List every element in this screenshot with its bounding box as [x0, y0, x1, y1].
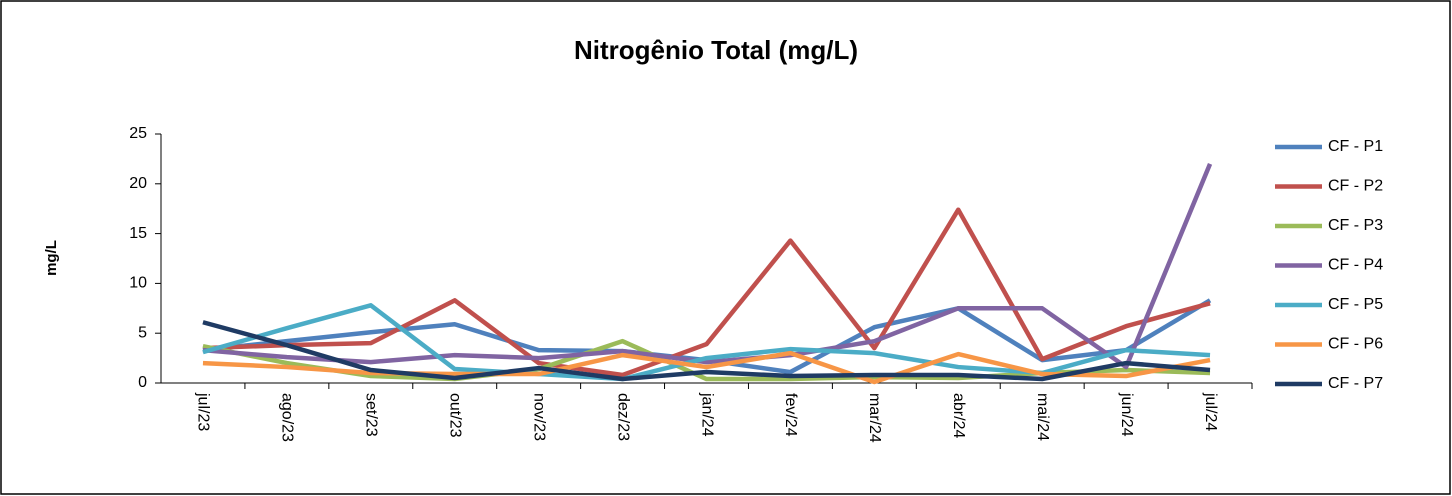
legend-label: CF - P3 — [1328, 217, 1383, 234]
x-tick-label: jul/23 — [195, 392, 212, 431]
y-tick-label: 15 — [129, 225, 147, 242]
y-tick-label: 10 — [129, 275, 147, 292]
x-tick-label: jul/24 — [1202, 392, 1219, 431]
legend-label: CF - P6 — [1328, 336, 1383, 353]
legend-label: CF - P1 — [1328, 138, 1383, 155]
y-tick-label: 0 — [138, 374, 147, 391]
x-tick-label: ago/23 — [279, 393, 296, 442]
y-axis-label: mg/L — [43, 240, 60, 276]
x-tick-label: jan/24 — [698, 392, 715, 437]
x-tick-label: nov/23 — [530, 393, 547, 441]
x-tick-label: abr/24 — [950, 393, 967, 438]
legend-label: CF - P4 — [1328, 257, 1383, 274]
x-tick-label: dez/23 — [614, 393, 631, 441]
x-tick-label: set/23 — [363, 393, 380, 437]
legend-label: CF - P5 — [1328, 296, 1383, 313]
line-series — [202, 163, 1213, 370]
y-tick-label: 25 — [129, 125, 147, 142]
x-tick-label: mar/24 — [866, 393, 883, 443]
x-tick-label: mai/24 — [1034, 393, 1051, 441]
legend-label: CF - P7 — [1328, 375, 1383, 392]
y-tick-label: 20 — [129, 175, 147, 192]
x-tick-label: out/23 — [446, 393, 463, 438]
line-series — [202, 320, 1211, 382]
x-tick-label: fev/24 — [782, 393, 799, 437]
legend-label: CF - P2 — [1328, 178, 1383, 195]
line-series — [202, 350, 1211, 385]
y-tick-label: 5 — [138, 324, 147, 341]
x-tick-label: jun/24 — [1118, 392, 1135, 437]
chart-title: Nitrogênio Total (mg/L) — [574, 35, 858, 65]
line-series — [202, 207, 1211, 378]
